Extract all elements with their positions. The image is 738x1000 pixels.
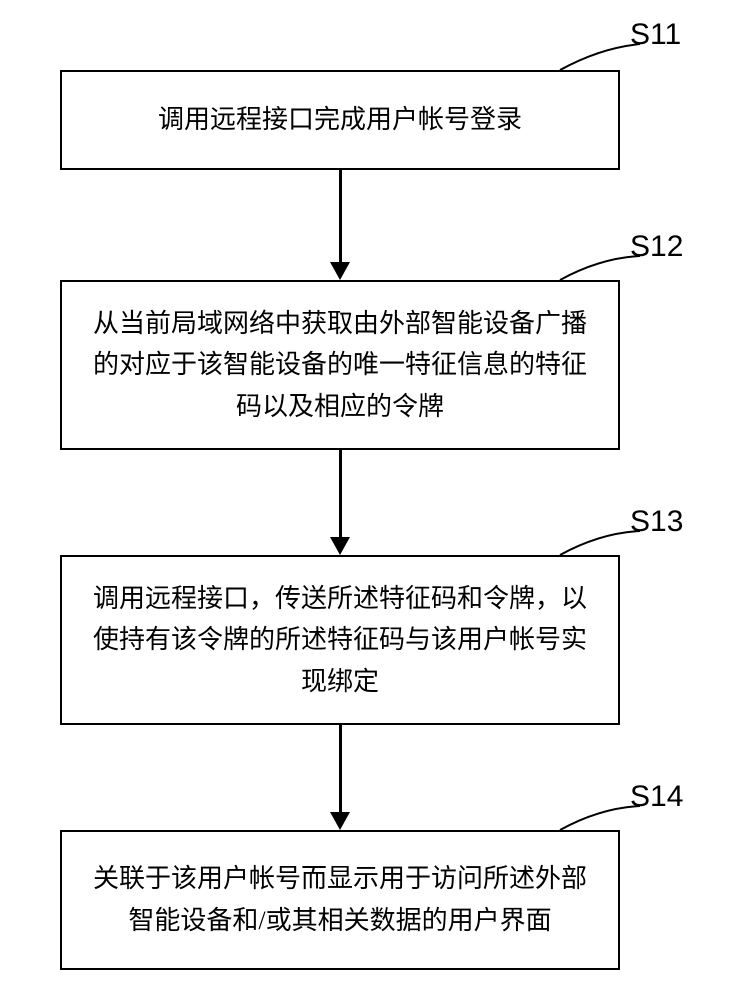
step-label-s11: S11 — [630, 18, 681, 52]
arrow-line-1 — [339, 170, 342, 262]
step-box-s12: 从当前局域网络中获取由外部智能设备广播的对应于该智能设备的唯一特征信息的特征码以… — [60, 280, 620, 450]
step-box-s14: 关联于该用户帐号而显示用于访问所述外部智能设备和/或其相关数据的用户界面 — [60, 830, 620, 970]
step-label-s12: S12 — [630, 230, 683, 264]
arrow-head-2 — [330, 537, 350, 555]
arrow-line-2 — [339, 450, 342, 537]
step-text-s13: 调用远程接口，传送所述特征码和令牌，以使持有该令牌的所述特征码与该用户帐号实现绑… — [86, 578, 594, 703]
step-text-s14: 关联于该用户帐号而显示用于访问所述外部智能设备和/或其相关数据的用户界面 — [86, 858, 594, 941]
step-label-s13: S13 — [630, 505, 683, 539]
arrow-head-1 — [330, 262, 350, 280]
arrow-line-3 — [339, 725, 342, 812]
step-label-s14: S14 — [630, 780, 683, 814]
step-box-s11: 调用远程接口完成用户帐号登录 — [60, 70, 620, 170]
step-box-s13: 调用远程接口，传送所述特征码和令牌，以使持有该令牌的所述特征码与该用户帐号实现绑… — [60, 555, 620, 725]
arrow-head-3 — [330, 812, 350, 830]
flowchart-container: 调用远程接口完成用户帐号登录 S11 从当前局域网络中获取由外部智能设备广播的对… — [0, 0, 738, 1000]
step-text-s12: 从当前局域网络中获取由外部智能设备广播的对应于该智能设备的唯一特征信息的特征码以… — [86, 303, 594, 428]
step-text-s11: 调用远程接口完成用户帐号登录 — [158, 99, 522, 141]
